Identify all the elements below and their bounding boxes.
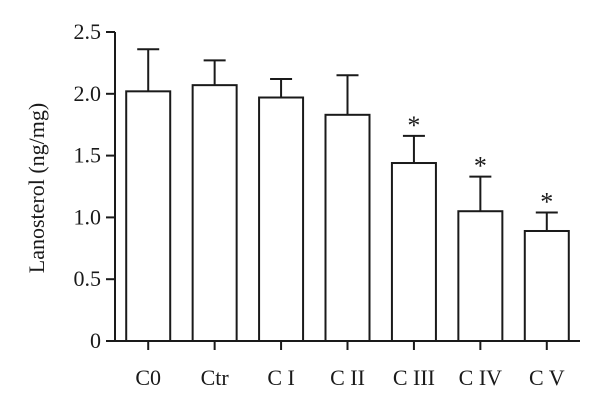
y-tick-label: 2.0 <box>74 81 102 106</box>
category-label: C I <box>267 365 295 390</box>
significance-marker: * <box>407 111 420 140</box>
category-label: C0 <box>135 365 161 390</box>
y-tick-label: 1.0 <box>74 204 102 229</box>
category-label: C III <box>393 365 435 390</box>
y-tick-label: 0 <box>90 328 101 353</box>
bar <box>390 162 437 342</box>
y-tick-label: 1.5 <box>74 143 102 168</box>
y-axis-label: Lanosterol (ng/mg) <box>24 103 49 273</box>
category-label: C V <box>529 365 565 390</box>
y-tick-label: 2.5 <box>74 19 102 44</box>
y-tick-label: 0.5 <box>74 266 102 291</box>
significance-marker: * <box>474 152 487 181</box>
bar <box>258 96 305 343</box>
bar <box>457 210 504 342</box>
bars: * * * <box>125 48 570 343</box>
bar <box>523 229 570 342</box>
bar <box>324 113 371 342</box>
axes: 0 0.5 1.0 1.5 2.0 2.5 C0 Ctr C I C II C III C IV C V <box>74 19 580 390</box>
bar <box>191 84 238 343</box>
category-label: Ctr <box>201 365 230 390</box>
significance-marker: * <box>540 187 553 216</box>
bar <box>125 90 172 342</box>
category-label: C II <box>330 365 365 390</box>
category-label: C IV <box>459 365 503 390</box>
